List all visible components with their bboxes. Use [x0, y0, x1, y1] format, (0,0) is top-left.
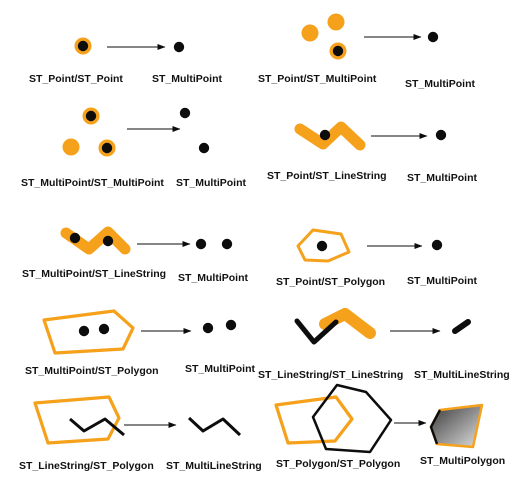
output-geometry [195, 238, 233, 250]
input-geometry [274, 383, 393, 454]
output-label: ST_MultiPoint [407, 172, 477, 184]
output-label: ST_MultiLineString [166, 460, 262, 472]
output-label: ST_MultiPoint [176, 177, 246, 189]
input-label: ST_Point/ST_MultiPoint [258, 73, 377, 85]
input-label: ST_MultiPoint/ST_Polygon [25, 365, 159, 377]
input-geometry [294, 308, 376, 345]
output-label: ST_MultiPolygon [420, 455, 505, 467]
output-geometry [179, 107, 210, 154]
output-label: ST_MultiPoint [405, 78, 475, 90]
panel-point-linestring: ST_Point/ST_LineString ST_MultiPoint [267, 121, 477, 184]
output-geometry [173, 41, 185, 53]
input-geometry [74, 37, 92, 55]
panel-linestring-linestring: ST_LineString/ST_LineString ST_MultiLine… [258, 308, 510, 381]
input-label: ST_Point/ST_Point [29, 73, 123, 85]
input-geometry [33, 395, 125, 445]
input-label: ST_LineString/ST_LineString [258, 369, 403, 381]
input-label: ST_LineString/ST_Polygon [19, 460, 154, 472]
output-geometry [429, 403, 484, 449]
input-geometry [301, 13, 347, 60]
output-geometry [452, 319, 471, 334]
input-label: ST_Point/ST_LineString [267, 170, 387, 182]
output-geometry [435, 129, 447, 141]
input-geometry [294, 121, 366, 151]
output-geometry [427, 31, 439, 43]
input-geometry [60, 226, 131, 255]
panel-point-point: ST_Point/ST_Point ST_MultiPoint [29, 37, 222, 85]
input-label: ST_Polygon/ST_Polygon [276, 458, 400, 470]
panel-linestring-polygon: ST_LineString/ST_Polygon ST_MultiLineStr… [19, 395, 262, 472]
input-geometry [62, 107, 116, 157]
input-geometry [296, 228, 351, 263]
panel-multipoint-linestring: ST_MultiPoint/ST_LineString ST_MultiPoin… [22, 226, 248, 284]
output-label: ST_MultiPoint [152, 73, 222, 85]
panel-multipoint-polygon: ST_MultiPoint/ST_Polygon ST_MultiPoint [25, 309, 255, 377]
panel-point-polygon: ST_Point/ST_Polygon ST_MultiPoint [276, 228, 477, 288]
panel-polygon-polygon: ST_Polygon/ST_Polygon ST_MultiPolygon [274, 383, 505, 470]
input-label: ST_Point/ST_Polygon [276, 276, 385, 288]
output-geometry [431, 239, 443, 251]
output-geometry [187, 416, 242, 437]
output-label: ST_MultiPoint [185, 363, 255, 375]
output-geometry [202, 319, 237, 334]
input-geometry [42, 309, 135, 355]
input-label: ST_MultiPoint/ST_MultiPoint [21, 177, 164, 189]
panel-point-multipoint: ST_Point/ST_MultiPoint ST_MultiPoint [258, 13, 475, 90]
output-label: ST_MultiPoint [407, 275, 477, 287]
output-label: ST_MultiLineString [414, 369, 510, 381]
input-label: ST_MultiPoint/ST_LineString [22, 268, 166, 280]
output-label: ST_MultiPoint [178, 272, 248, 284]
panel-multipoint-multipoint: ST_MultiPoint/ST_MultiPoint ST_MultiPoin… [21, 107, 246, 189]
